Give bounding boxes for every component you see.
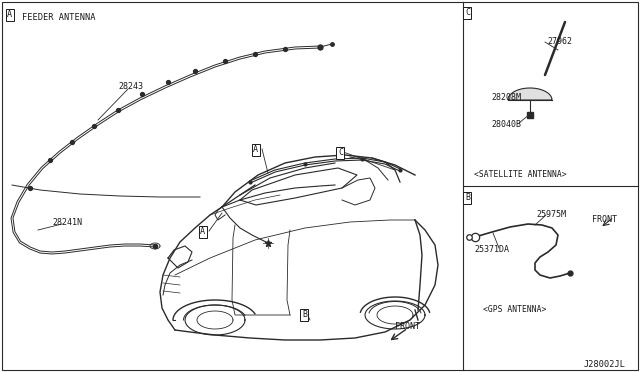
Text: 28243: 28243 <box>118 82 143 91</box>
Text: A: A <box>200 227 205 236</box>
Text: C: C <box>338 148 343 157</box>
Text: FRONT: FRONT <box>592 215 617 224</box>
Text: B: B <box>465 193 470 202</box>
Text: 28040B: 28040B <box>491 120 521 129</box>
Text: B: B <box>302 310 307 319</box>
Text: <SATELLITE ANTENNA>: <SATELLITE ANTENNA> <box>474 170 566 179</box>
Text: 25975M: 25975M <box>536 210 566 219</box>
Text: 28208M: 28208M <box>491 93 521 102</box>
Text: 27962: 27962 <box>547 37 572 46</box>
Text: FRONT: FRONT <box>395 322 420 331</box>
Text: C: C <box>465 8 470 17</box>
Text: J28002JL: J28002JL <box>584 360 626 369</box>
Text: FEEDER ANTENNA: FEEDER ANTENNA <box>22 13 95 22</box>
Text: A: A <box>7 10 12 19</box>
Text: A: A <box>253 145 258 154</box>
Polygon shape <box>508 88 552 100</box>
Text: 28241N: 28241N <box>52 218 82 227</box>
Text: <GPS ANTENNA>: <GPS ANTENNA> <box>483 305 547 314</box>
Text: 25371DA: 25371DA <box>474 245 509 254</box>
